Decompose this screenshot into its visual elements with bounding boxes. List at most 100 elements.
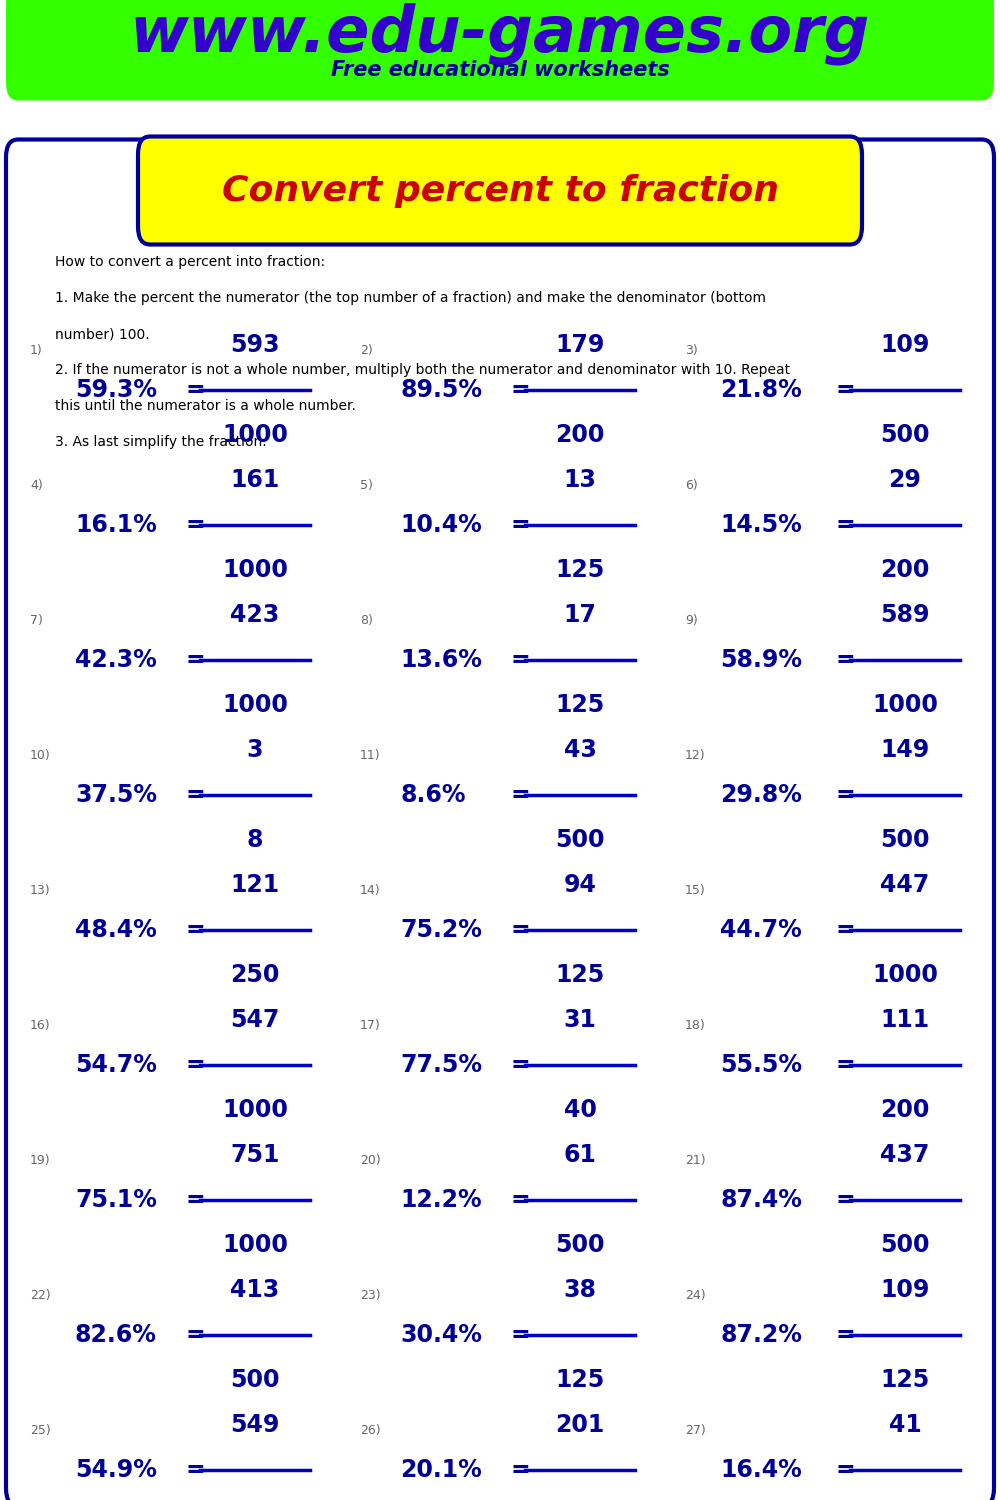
Text: 29.8%: 29.8% <box>720 783 802 807</box>
Text: 1. Make the percent the numerator (the top number of a fraction) and make the de: 1. Make the percent the numerator (the t… <box>55 291 766 304</box>
Text: 3: 3 <box>247 738 263 762</box>
Text: 413: 413 <box>230 1278 280 1302</box>
Text: 94: 94 <box>564 873 596 897</box>
Text: 1000: 1000 <box>872 693 938 717</box>
Text: 2): 2) <box>360 344 373 357</box>
Text: 44.7%: 44.7% <box>720 918 802 942</box>
Text: 423: 423 <box>230 603 280 627</box>
Text: 26): 26) <box>360 1424 381 1437</box>
Text: 41: 41 <box>889 1413 921 1437</box>
Text: 1000: 1000 <box>222 693 288 717</box>
Text: 8.6%: 8.6% <box>400 783 466 807</box>
Text: =: = <box>510 378 530 402</box>
Text: 31: 31 <box>564 1008 596 1032</box>
Text: 37.5%: 37.5% <box>75 783 157 807</box>
Text: 5): 5) <box>360 478 373 492</box>
Text: =: = <box>510 1188 530 1212</box>
Text: 11): 11) <box>360 748 381 762</box>
Text: 19): 19) <box>30 1154 51 1167</box>
Text: 500: 500 <box>880 423 930 447</box>
Text: 77.5%: 77.5% <box>400 1053 482 1077</box>
Text: 87.4%: 87.4% <box>720 1188 802 1212</box>
Text: 61: 61 <box>564 1143 596 1167</box>
Text: 2. If the numerator is not a whole number, multiply both the numerator and denom: 2. If the numerator is not a whole numbe… <box>55 363 790 376</box>
Text: 549: 549 <box>230 1413 280 1437</box>
Text: 24): 24) <box>685 1288 706 1302</box>
Text: 161: 161 <box>230 468 280 492</box>
Text: =: = <box>835 1053 855 1077</box>
Text: =: = <box>835 1323 855 1347</box>
Text: 200: 200 <box>555 423 605 447</box>
Text: =: = <box>185 918 205 942</box>
Text: =: = <box>185 1053 205 1077</box>
Text: 3): 3) <box>685 344 698 357</box>
Text: 25): 25) <box>30 1424 51 1437</box>
Text: =: = <box>510 648 530 672</box>
Text: =: = <box>510 1323 530 1347</box>
Text: 12.2%: 12.2% <box>400 1188 482 1212</box>
Text: 43: 43 <box>564 738 596 762</box>
Text: =: = <box>185 1323 205 1347</box>
Text: 547: 547 <box>230 1008 280 1032</box>
Text: 8): 8) <box>360 614 373 627</box>
Text: 1): 1) <box>30 344 43 357</box>
Text: 89.5%: 89.5% <box>400 378 482 402</box>
Text: =: = <box>185 1458 205 1482</box>
Text: 54.9%: 54.9% <box>75 1458 157 1482</box>
Text: 500: 500 <box>555 1233 605 1257</box>
Text: =: = <box>185 378 205 402</box>
Text: 14.5%: 14.5% <box>720 513 802 537</box>
Text: 200: 200 <box>880 1098 930 1122</box>
Text: 1000: 1000 <box>872 963 938 987</box>
Text: 121: 121 <box>230 873 280 897</box>
Text: 1000: 1000 <box>222 1233 288 1257</box>
Text: 109: 109 <box>880 1278 930 1302</box>
Text: 3. As last simplify the fraction.: 3. As last simplify the fraction. <box>55 435 267 448</box>
Text: =: = <box>185 648 205 672</box>
Text: 58.9%: 58.9% <box>720 648 802 672</box>
Text: 751: 751 <box>230 1143 280 1167</box>
Text: 14): 14) <box>360 884 381 897</box>
Text: 200: 200 <box>880 558 930 582</box>
Text: 1000: 1000 <box>222 1098 288 1122</box>
Text: 589: 589 <box>880 603 930 627</box>
Text: =: = <box>510 1053 530 1077</box>
Text: 21): 21) <box>685 1154 706 1167</box>
Text: 23): 23) <box>360 1288 381 1302</box>
Text: 54.7%: 54.7% <box>75 1053 157 1077</box>
Text: =: = <box>510 513 530 537</box>
Text: 9): 9) <box>685 614 698 627</box>
Text: 87.2%: 87.2% <box>720 1323 802 1347</box>
Text: 250: 250 <box>230 963 280 987</box>
Text: 59.3%: 59.3% <box>75 378 157 402</box>
Text: =: = <box>510 918 530 942</box>
Text: =: = <box>185 1188 205 1212</box>
Text: 20.1%: 20.1% <box>400 1458 482 1482</box>
Text: 42.3%: 42.3% <box>75 648 157 672</box>
Text: this until the numerator is a whole number.: this until the numerator is a whole numb… <box>55 399 356 412</box>
Text: 500: 500 <box>880 828 930 852</box>
Text: 15): 15) <box>685 884 706 897</box>
Text: 437: 437 <box>880 1143 930 1167</box>
FancyBboxPatch shape <box>138 136 862 244</box>
FancyBboxPatch shape <box>6 140 994 1500</box>
Text: 125: 125 <box>555 1368 605 1392</box>
Text: 109: 109 <box>880 333 930 357</box>
Text: 48.4%: 48.4% <box>75 918 157 942</box>
Text: 17: 17 <box>564 603 596 627</box>
Text: Free educational worksheets: Free educational worksheets <box>331 60 669 80</box>
Text: 20): 20) <box>360 1154 381 1167</box>
Text: 13: 13 <box>564 468 596 492</box>
Text: 125: 125 <box>880 1368 930 1392</box>
Text: =: = <box>835 513 855 537</box>
Text: 75.2%: 75.2% <box>400 918 482 942</box>
Text: 500: 500 <box>555 828 605 852</box>
Text: =: = <box>835 378 855 402</box>
Text: 500: 500 <box>230 1368 280 1392</box>
Text: 16.4%: 16.4% <box>720 1458 802 1482</box>
Text: 179: 179 <box>555 333 605 357</box>
Text: 16.1%: 16.1% <box>75 513 157 537</box>
Text: 8: 8 <box>247 828 263 852</box>
Text: 111: 111 <box>880 1008 930 1032</box>
Text: =: = <box>185 783 205 807</box>
